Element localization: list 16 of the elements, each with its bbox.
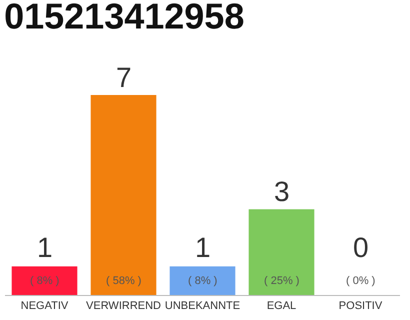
- x-tick-label: VERWIRREND: [86, 300, 162, 312]
- annotation: ( 8% ): [188, 275, 218, 287]
- x-tick-label: NEGATIV: [20, 300, 69, 312]
- x-tick-label: EGAL: [266, 300, 296, 312]
- data-label: 3: [274, 176, 290, 207]
- data-label: 1: [195, 232, 211, 263]
- data-label: 1: [37, 232, 53, 263]
- x-tick-label: POSITIV: [338, 300, 383, 312]
- x-tick-label: UNBEKANNTE: [164, 300, 240, 312]
- chart-title: 015213412958: [4, 0, 244, 36]
- data-label: 0: [353, 232, 369, 263]
- annotation: ( 25% ): [264, 275, 300, 287]
- annotation: ( 0% ): [346, 275, 376, 287]
- annotation: ( 8% ): [30, 275, 60, 287]
- data-label: 7: [116, 62, 132, 93]
- annotation: ( 58% ): [106, 275, 142, 287]
